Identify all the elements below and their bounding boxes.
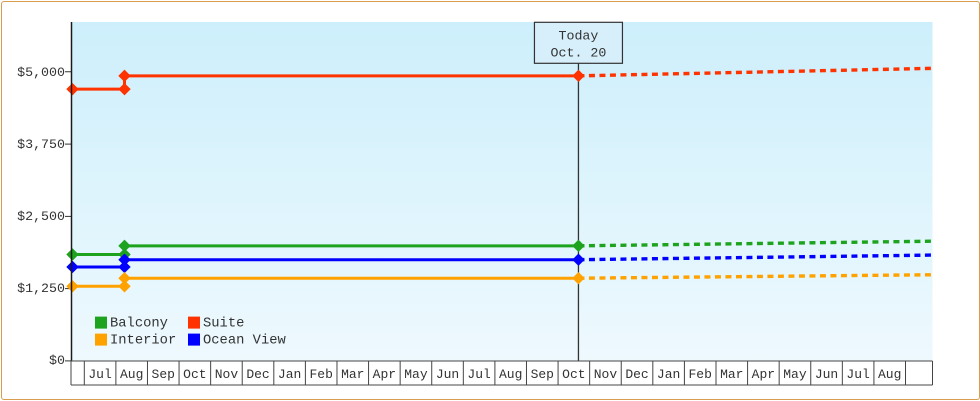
svg-text:Nov: Nov (593, 367, 617, 382)
svg-text:Feb: Feb (309, 367, 332, 382)
svg-text:Mar: Mar (341, 367, 364, 382)
svg-text:Apr: Apr (751, 367, 774, 382)
svg-text:Feb: Feb (688, 367, 711, 382)
svg-text:May: May (783, 367, 807, 382)
svg-text:Ocean View: Ocean View (203, 332, 287, 348)
svg-text:Dec: Dec (246, 367, 269, 382)
svg-text:Aug: Aug (498, 367, 521, 382)
svg-text:Jul: Jul (88, 367, 112, 382)
svg-text:Jul: Jul (467, 367, 491, 382)
svg-text:Apr: Apr (372, 367, 395, 382)
svg-text:Aug: Aug (878, 367, 901, 382)
svg-text:Jun: Jun (435, 367, 458, 382)
svg-text:$5,000: $5,000 (17, 65, 65, 80)
svg-text:May: May (404, 367, 428, 382)
svg-text:$2,500: $2,500 (17, 209, 65, 224)
svg-text:Balcony: Balcony (110, 315, 168, 331)
svg-text:Oct: Oct (183, 367, 206, 382)
svg-text:Jul: Jul (846, 367, 870, 382)
svg-text:Suite: Suite (203, 315, 244, 331)
svg-text:Mar: Mar (720, 367, 743, 382)
svg-text:Nov: Nov (214, 367, 238, 382)
svg-text:Interior: Interior (110, 332, 176, 348)
svg-text:$0: $0 (49, 353, 65, 368)
svg-text:Oct. 20: Oct. 20 (550, 45, 606, 60)
svg-text:$3,750: $3,750 (17, 137, 65, 152)
svg-text:Oct: Oct (562, 367, 585, 382)
svg-text:Sep: Sep (530, 367, 553, 382)
svg-text:Today: Today (558, 28, 598, 43)
svg-text:Sep: Sep (151, 367, 174, 382)
svg-text:$1,250: $1,250 (17, 281, 65, 296)
svg-text:Jan: Jan (277, 367, 300, 382)
svg-text:Jun: Jun (814, 367, 837, 382)
svg-text:Jan: Jan (656, 367, 679, 382)
svg-text:Dec: Dec (625, 367, 648, 382)
svg-text:Aug: Aug (119, 367, 142, 382)
